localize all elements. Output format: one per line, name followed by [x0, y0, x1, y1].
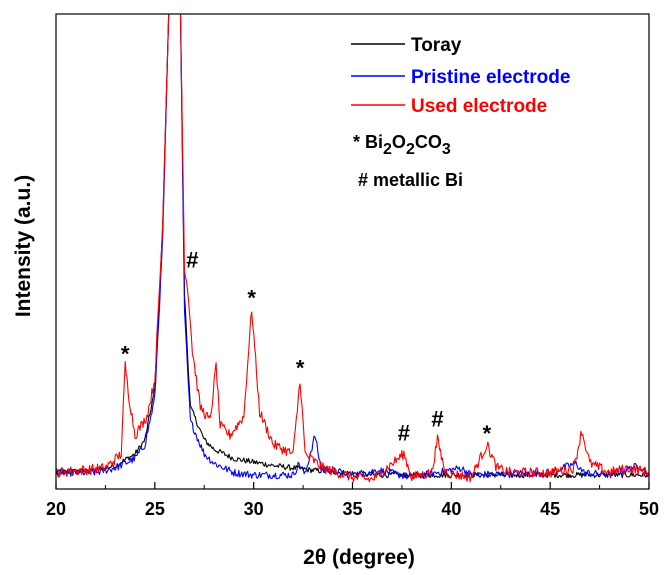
peak-marker-star-0: *: [121, 342, 130, 367]
x-tick-label-25: 25: [145, 499, 165, 519]
series-layer: [56, 14, 649, 483]
legend-label-used: Used electrode: [411, 96, 547, 117]
legend-note-metallic-bi: # metallic Bi: [358, 170, 463, 190]
x-axis-title: 2θ (degree): [303, 546, 415, 569]
peak-marker-hash-4: #: [398, 421, 410, 446]
peak-marker-star-3: *: [296, 356, 305, 381]
legend-note-bi2o2co3: * Bi2O2CO3: [353, 132, 451, 158]
x-tick-label-35: 35: [342, 499, 362, 519]
x-tick-label-50: 50: [639, 499, 659, 519]
annotation-layer: * # * * # # *: [121, 247, 492, 446]
legend-label-pristine: Pristine electrode: [411, 67, 570, 88]
y-axis-title: Intensity (a.u.): [12, 175, 35, 317]
legend-label-toray: Toray: [411, 35, 462, 56]
axes-layer: 20 25 30 35 40 45 50: [46, 13, 659, 519]
x-tick-label-30: 30: [244, 499, 264, 519]
peak-marker-hash-1: #: [186, 247, 198, 272]
legend: Toray Pristine electrode Used electrode …: [351, 35, 570, 190]
peak-marker-hash-5: #: [431, 407, 443, 432]
x-tick-label-40: 40: [441, 499, 461, 519]
peak-marker-star-6: *: [483, 421, 492, 446]
peak-marker-star-2: *: [247, 286, 256, 311]
x-tick-label-20: 20: [46, 499, 66, 519]
series-line-used-electrode: [56, 14, 649, 483]
x-tick-label-45: 45: [540, 499, 560, 519]
